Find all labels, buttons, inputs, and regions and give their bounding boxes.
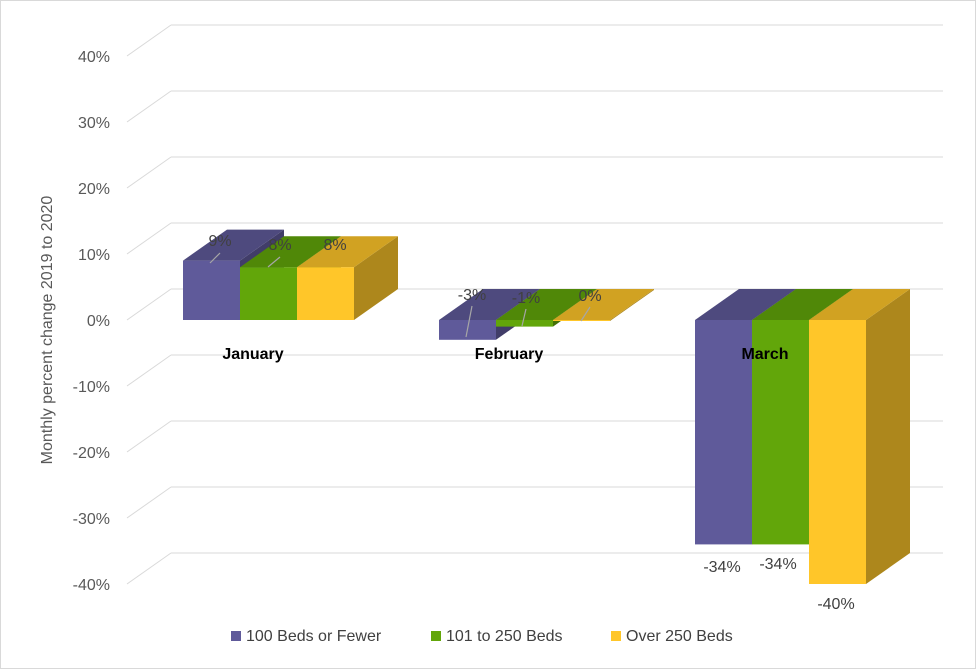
gridline-diagonal: [126, 288, 172, 321]
bar-top: [553, 289, 654, 320]
leader-line: [209, 252, 221, 264]
bar-top: [297, 236, 398, 268]
gridline-diagonal: [126, 90, 172, 123]
bar: [496, 320, 553, 327]
leader-line: [465, 305, 473, 338]
data-label: -34%: [759, 556, 796, 573]
gridline-diagonal: [126, 354, 172, 387]
data-label: 8%: [323, 237, 346, 254]
data-label: -34%: [703, 559, 740, 576]
legend-label: 100 Beds or Fewer: [246, 628, 382, 645]
bar-side: [866, 289, 910, 584]
bar-top: [240, 236, 341, 268]
bar-side: [354, 236, 398, 320]
y-tick-label: 20%: [78, 181, 110, 198]
bar-group-january: [183, 229, 398, 320]
leader-line: [580, 306, 591, 322]
y-tick-label: 30%: [78, 115, 110, 132]
y-tick-label: -40%: [73, 577, 110, 594]
gridline-diagonal: [126, 420, 172, 453]
bar: [752, 320, 809, 545]
legend: 100 Beds or Fewer 101 to 250 Beds Over 250…: [231, 628, 733, 645]
bar-top: [183, 229, 284, 261]
bar-top: [496, 289, 597, 320]
data-label: -3%: [458, 287, 486, 304]
bar-top: [809, 289, 910, 320]
bar-top: [439, 289, 540, 320]
bars: [183, 229, 910, 584]
data-label: 0%: [578, 288, 601, 305]
gridline-diagonal: [126, 552, 172, 585]
category-labels: January February March: [222, 346, 788, 363]
y-axis-label: Monthly percent change 2019 to 2020: [39, 196, 56, 465]
legend-item: 100 Beds or Fewer: [231, 628, 382, 645]
data-label: -1%: [512, 290, 540, 307]
gridline-diagonal: [126, 486, 172, 519]
category-label: March: [741, 346, 788, 363]
bar: [240, 267, 297, 320]
bar: [297, 267, 354, 320]
bar-top: [752, 289, 853, 320]
data-label: 8%: [268, 237, 291, 254]
legend-swatch: [231, 631, 241, 641]
bar-group-march: [695, 289, 910, 584]
y-tick-label: 40%: [78, 49, 110, 66]
data-labels: 9% 8% 8% -3% -1% 0% -34% -34% -40%: [208, 233, 854, 613]
bar: [809, 320, 866, 584]
legend-label: 101 to 250 Beds: [446, 628, 563, 645]
y-tick-label: -10%: [73, 379, 110, 396]
bar: [695, 320, 752, 545]
gridline-diagonal: [126, 222, 172, 255]
gridline-diagonal: [126, 156, 172, 189]
data-label: -40%: [817, 596, 854, 613]
legend-item: Over 250 Beds: [611, 628, 733, 645]
leader-line: [521, 308, 527, 327]
bar: [183, 260, 240, 320]
category-label: February: [475, 346, 544, 363]
y-tick-label: 0%: [87, 313, 110, 330]
legend-swatch: [611, 631, 621, 641]
y-tick-label: -20%: [73, 445, 110, 462]
leader-line: [267, 256, 281, 268]
y-tick-label: -30%: [73, 511, 110, 528]
bar-top: [695, 289, 796, 320]
gridline-diagonal: [126, 24, 172, 57]
legend-item: 101 to 250 Beds: [431, 628, 563, 645]
y-tick-label: 10%: [78, 247, 110, 264]
legend-swatch: [431, 631, 441, 641]
bar-group-february: [439, 289, 654, 340]
legend-label: Over 250 Beds: [626, 628, 733, 645]
category-label: January: [222, 346, 283, 363]
y-axis-ticks: 40% 30% 20% 10% 0% -10% -20% -30% -40%: [73, 49, 110, 594]
bar-side: [610, 289, 654, 321]
data-label: 9%: [208, 233, 231, 250]
